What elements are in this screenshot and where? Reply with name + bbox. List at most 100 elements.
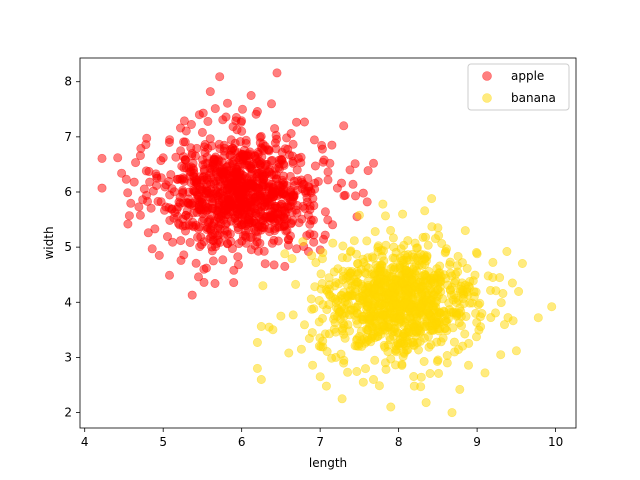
- apple-point: [309, 237, 319, 247]
- banana-point: [441, 247, 451, 257]
- apple-point: [135, 210, 145, 220]
- apple-point: [328, 220, 338, 230]
- apple-point: [305, 229, 315, 239]
- apple-point: [156, 197, 166, 207]
- banana-point: [433, 284, 443, 294]
- banana-point: [442, 350, 452, 360]
- apple-point: [345, 165, 355, 175]
- apple-point: [280, 206, 290, 216]
- banana-point: [308, 360, 318, 370]
- banana-point: [470, 270, 480, 280]
- apple-point: [299, 117, 309, 127]
- banana-point: [399, 240, 409, 250]
- apple-point: [176, 236, 186, 246]
- apple-point: [142, 133, 152, 143]
- apple-point: [246, 91, 256, 101]
- banana-point: [424, 342, 434, 352]
- apple-point: [232, 219, 242, 229]
- banana-point: [452, 261, 462, 271]
- apple-point: [261, 160, 271, 170]
- banana-point: [329, 314, 339, 324]
- banana-point: [417, 260, 427, 270]
- apple-point: [184, 198, 194, 208]
- banana-point: [445, 260, 455, 270]
- banana-point: [420, 206, 430, 216]
- banana-point: [329, 267, 339, 277]
- banana-point: [304, 333, 314, 343]
- y-axis-label: width: [42, 226, 56, 259]
- banana-point: [462, 263, 472, 273]
- apple-point: [203, 116, 213, 126]
- apple-point: [244, 225, 254, 235]
- apple-point: [206, 193, 216, 203]
- apple-point: [210, 104, 220, 114]
- apple-point: [348, 179, 358, 189]
- apple-point: [292, 185, 302, 195]
- apple-point: [223, 98, 233, 108]
- banana-point: [358, 377, 368, 387]
- banana-point: [416, 302, 426, 312]
- banana-point: [455, 384, 465, 394]
- apple-point: [234, 239, 244, 249]
- banana-point: [353, 259, 363, 269]
- banana-point: [460, 226, 470, 236]
- apple-point: [187, 149, 197, 159]
- banana-point: [365, 293, 375, 303]
- banana-point: [380, 211, 390, 221]
- banana-point: [434, 368, 444, 378]
- banana-point: [488, 257, 498, 267]
- apple-point: [350, 191, 360, 201]
- apple-point: [222, 162, 232, 172]
- apple-point: [185, 238, 195, 248]
- banana-point: [472, 317, 482, 327]
- banana-point: [310, 282, 320, 292]
- banana-point: [416, 249, 426, 259]
- banana-point: [483, 271, 493, 281]
- apple-point: [138, 195, 148, 205]
- banana-point: [328, 238, 338, 248]
- banana-point: [463, 360, 473, 370]
- apple-point: [148, 186, 158, 196]
- apple-point: [150, 224, 160, 234]
- banana-point: [471, 308, 481, 318]
- banana-point: [345, 271, 355, 281]
- banana-point: [454, 308, 464, 318]
- banana-point: [252, 337, 262, 347]
- apple-point: [194, 224, 204, 234]
- banana-point: [422, 296, 432, 306]
- apple-point: [272, 68, 282, 78]
- apple-point: [186, 120, 196, 130]
- banana-point: [408, 319, 418, 329]
- y-tick-label: 3: [64, 350, 72, 364]
- apple-point: [267, 238, 277, 248]
- banana-point: [252, 363, 262, 373]
- apple-point: [163, 232, 173, 242]
- apple-point: [253, 147, 263, 157]
- apple-point: [310, 161, 320, 171]
- banana-point: [399, 347, 409, 357]
- banana-point: [288, 310, 298, 320]
- banana-point: [495, 273, 505, 283]
- apple-point: [136, 144, 146, 154]
- apple-point: [228, 143, 238, 153]
- banana-point: [400, 250, 410, 260]
- y-tick-label: 4: [64, 295, 72, 309]
- apple-point: [362, 197, 372, 207]
- apple-point: [165, 270, 175, 280]
- apple-point: [320, 230, 330, 240]
- apple-point: [208, 256, 218, 266]
- apple-point: [309, 135, 319, 145]
- apple-point: [181, 126, 191, 136]
- apple-point: [242, 160, 252, 170]
- banana-point: [346, 305, 356, 315]
- banana-point: [440, 310, 450, 320]
- apple-point: [131, 158, 141, 168]
- apple-point: [113, 153, 123, 163]
- banana-point: [340, 333, 350, 343]
- apple-point: [177, 175, 187, 185]
- apple-point: [124, 211, 134, 221]
- banana-point: [432, 356, 442, 366]
- apple-point: [368, 158, 378, 168]
- apple-point: [269, 260, 279, 270]
- banana-point: [368, 374, 378, 384]
